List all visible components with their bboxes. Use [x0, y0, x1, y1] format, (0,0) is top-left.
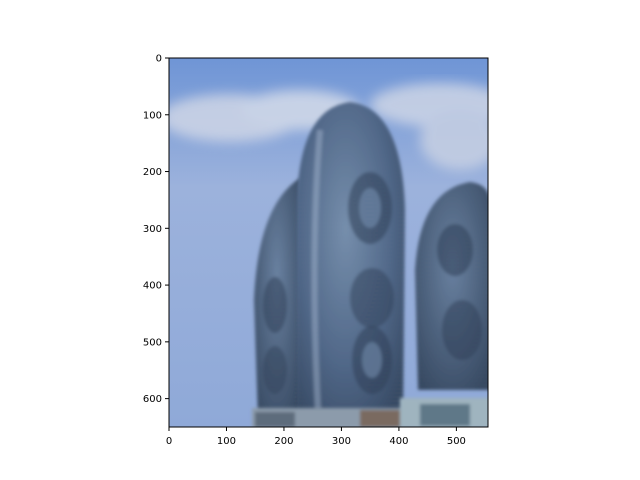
y-tick-label: 200: [143, 167, 162, 178]
x-tick-label: 0: [166, 436, 172, 447]
y-tick-label: 0: [156, 54, 162, 65]
y-tick-label: 600: [143, 394, 162, 405]
x-axis: 0 100 200 300 400 500: [166, 427, 466, 447]
y-tick-label: 300: [143, 224, 162, 235]
y-tick-label: 100: [143, 110, 162, 121]
y-tick-label: 400: [143, 281, 162, 292]
x-tick-label: 200: [274, 436, 293, 447]
axes-frame: [168, 57, 489, 428]
x-tick-label: 300: [332, 436, 351, 447]
photo-image: [169, 58, 488, 427]
x-tick-label: 100: [217, 436, 236, 447]
y-axis: 0 100 200 300 400 500 600: [143, 54, 169, 405]
x-tick-label: 500: [447, 436, 466, 447]
x-tick-label: 400: [389, 436, 408, 447]
y-tick-label: 500: [143, 337, 162, 348]
